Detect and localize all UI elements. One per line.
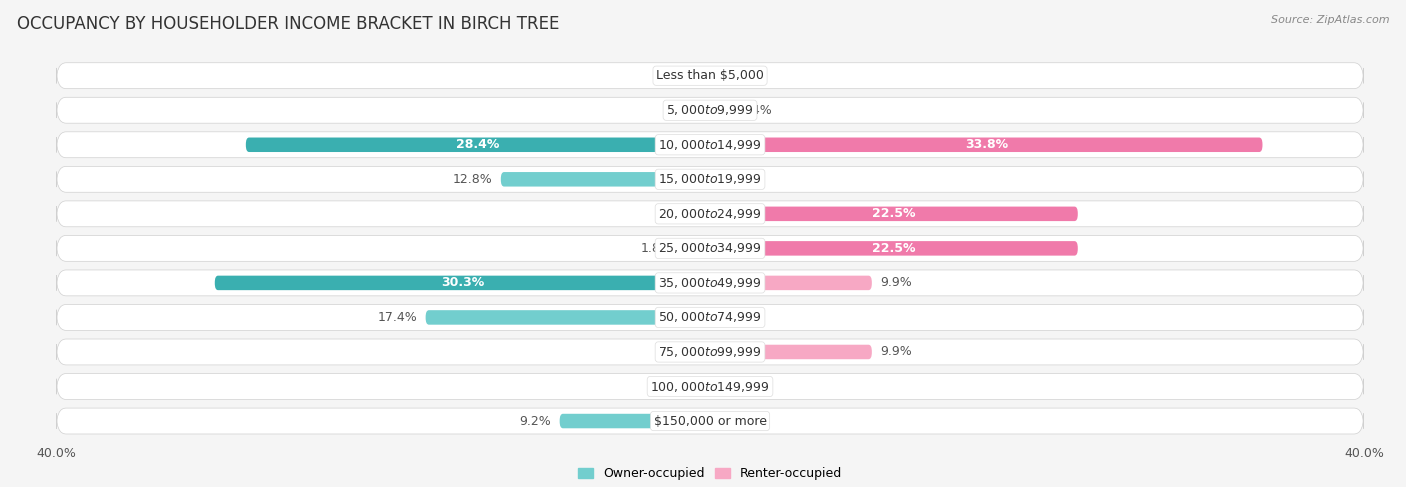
Text: 0.0%: 0.0%: [718, 414, 751, 428]
FancyBboxPatch shape: [710, 103, 733, 117]
FancyBboxPatch shape: [710, 137, 1263, 152]
FancyBboxPatch shape: [710, 241, 1078, 256]
Text: 9.2%: 9.2%: [520, 414, 551, 428]
Text: 0.0%: 0.0%: [669, 345, 702, 358]
Text: 1.4%: 1.4%: [741, 104, 773, 117]
Text: 22.5%: 22.5%: [872, 242, 915, 255]
FancyBboxPatch shape: [56, 63, 1364, 89]
FancyBboxPatch shape: [710, 345, 872, 359]
FancyBboxPatch shape: [56, 374, 1364, 399]
Text: $35,000 to $49,999: $35,000 to $49,999: [658, 276, 762, 290]
Text: $100,000 to $149,999: $100,000 to $149,999: [651, 379, 769, 393]
FancyBboxPatch shape: [710, 206, 1078, 221]
Text: 30.3%: 30.3%: [441, 277, 484, 289]
Text: 0.0%: 0.0%: [669, 380, 702, 393]
FancyBboxPatch shape: [56, 235, 1364, 262]
Legend: Owner-occupied, Renter-occupied: Owner-occupied, Renter-occupied: [574, 462, 846, 485]
FancyBboxPatch shape: [426, 310, 710, 325]
Text: 0.0%: 0.0%: [718, 173, 751, 186]
FancyBboxPatch shape: [246, 137, 710, 152]
Text: 0.0%: 0.0%: [669, 104, 702, 117]
FancyBboxPatch shape: [56, 167, 1364, 192]
Text: 0.0%: 0.0%: [669, 69, 702, 82]
Text: 22.5%: 22.5%: [872, 207, 915, 220]
FancyBboxPatch shape: [215, 276, 710, 290]
Text: $10,000 to $14,999: $10,000 to $14,999: [658, 138, 762, 152]
Text: 17.4%: 17.4%: [378, 311, 418, 324]
Text: $15,000 to $19,999: $15,000 to $19,999: [658, 172, 762, 187]
FancyBboxPatch shape: [560, 414, 710, 428]
Text: $5,000 to $9,999: $5,000 to $9,999: [666, 103, 754, 117]
Text: 0.0%: 0.0%: [669, 207, 702, 220]
Text: 0.0%: 0.0%: [718, 380, 751, 393]
Text: 0.0%: 0.0%: [718, 69, 751, 82]
Text: $50,000 to $74,999: $50,000 to $74,999: [658, 310, 762, 324]
Text: 0.0%: 0.0%: [718, 311, 751, 324]
FancyBboxPatch shape: [501, 172, 710, 187]
FancyBboxPatch shape: [56, 97, 1364, 123]
Text: Less than $5,000: Less than $5,000: [657, 69, 763, 82]
FancyBboxPatch shape: [56, 201, 1364, 227]
Text: $150,000 or more: $150,000 or more: [654, 414, 766, 428]
FancyBboxPatch shape: [681, 241, 710, 256]
FancyBboxPatch shape: [56, 408, 1364, 434]
FancyBboxPatch shape: [56, 339, 1364, 365]
FancyBboxPatch shape: [710, 276, 872, 290]
FancyBboxPatch shape: [56, 270, 1364, 296]
Text: 1.8%: 1.8%: [641, 242, 672, 255]
Text: 9.9%: 9.9%: [880, 345, 911, 358]
Text: $75,000 to $99,999: $75,000 to $99,999: [658, 345, 762, 359]
Text: $20,000 to $24,999: $20,000 to $24,999: [658, 207, 762, 221]
FancyBboxPatch shape: [56, 132, 1364, 158]
Text: 12.8%: 12.8%: [453, 173, 492, 186]
Text: 33.8%: 33.8%: [965, 138, 1008, 151]
Text: $25,000 to $34,999: $25,000 to $34,999: [658, 242, 762, 255]
Text: 9.9%: 9.9%: [880, 277, 911, 289]
Text: OCCUPANCY BY HOUSEHOLDER INCOME BRACKET IN BIRCH TREE: OCCUPANCY BY HOUSEHOLDER INCOME BRACKET …: [17, 15, 560, 33]
Text: Source: ZipAtlas.com: Source: ZipAtlas.com: [1271, 15, 1389, 25]
Text: 28.4%: 28.4%: [457, 138, 499, 151]
FancyBboxPatch shape: [56, 304, 1364, 330]
